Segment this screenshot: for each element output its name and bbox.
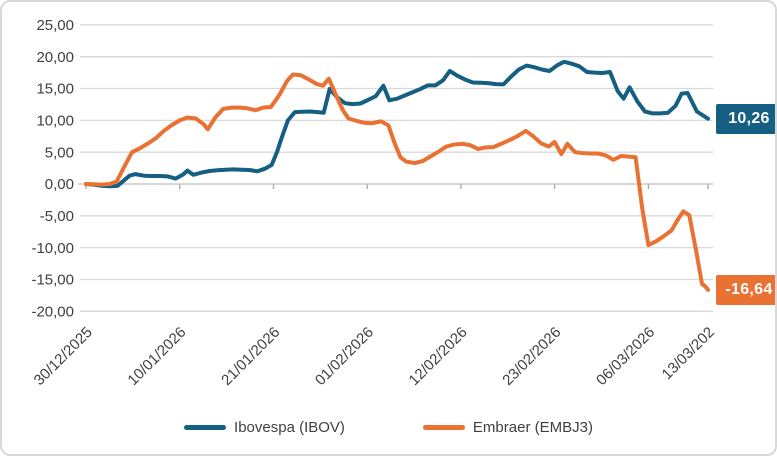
- svg-text:-10,00: -10,00: [31, 240, 74, 257]
- svg-text:10,00: 10,00: [36, 113, 74, 130]
- legend-label-embj3: Embraer (EMBJ3): [472, 418, 593, 436]
- svg-text:12/02/2026: 12/02/2026: [406, 324, 471, 389]
- ibov-line-swatch-icon: [184, 424, 227, 430]
- svg-text:01/02/2026: 01/02/2026: [312, 324, 377, 389]
- legend-label-ibov: Ibovespa (IBOV): [234, 418, 345, 436]
- embj3-line-swatch-icon: [422, 424, 465, 430]
- svg-text:30/12/2025: 30/12/2025: [31, 324, 96, 389]
- svg-text:20,00: 20,00: [36, 49, 74, 66]
- svg-text:-15,00: -15,00: [31, 272, 74, 289]
- svg-text:-20,00: -20,00: [31, 304, 74, 321]
- legend-item-ibov[interactable]: Ibovespa (IBOV): [184, 419, 345, 436]
- svg-text:06/03/2026: 06/03/2026: [593, 324, 658, 389]
- svg-text:15,00: 15,00: [36, 81, 74, 98]
- svg-text:13/03/202: 13/03/202: [659, 324, 718, 383]
- svg-text:0,00: 0,00: [45, 176, 74, 193]
- svg-text:25,00: 25,00: [36, 17, 74, 34]
- data-label-embj3: -16,64: [716, 275, 775, 305]
- legend-item-embj3[interactable]: Embraer (EMBJ3): [422, 418, 593, 436]
- svg-text:-5,00: -5,00: [40, 208, 74, 225]
- data-label-ibov: 10,26: [716, 104, 775, 134]
- svg-text:23/02/2026: 23/02/2026: [499, 324, 564, 389]
- legend: Ibovespa (IBOV) Embraer (EMBJ3): [2, 414, 775, 440]
- svg-text:10/01/2026: 10/01/2026: [124, 324, 189, 389]
- svg-text:5,00: 5,00: [45, 144, 74, 161]
- svg-text:21/01/2026: 21/01/2026: [218, 324, 283, 389]
